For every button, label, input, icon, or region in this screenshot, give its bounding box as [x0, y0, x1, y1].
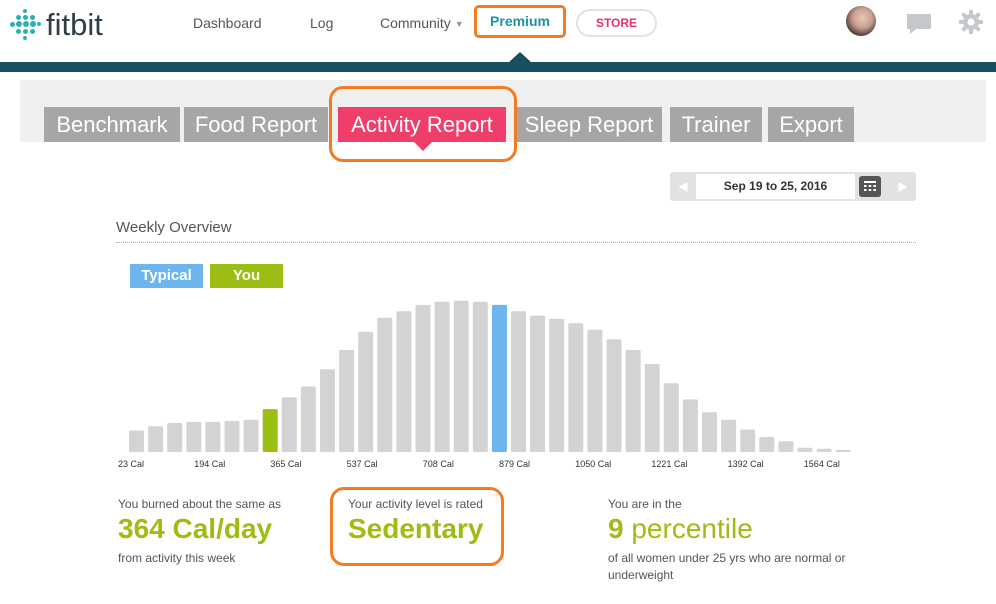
percentile-value: 9 percentile — [608, 513, 753, 545]
percentile-suffix-line1: of all women under 25 yrs who are normal… — [608, 551, 846, 565]
chart-bar[interactable] — [186, 421, 202, 452]
chart-bar[interactable] — [129, 430, 144, 453]
date-range-label[interactable]: Sep 19 to 25, 2016 — [696, 174, 855, 199]
nav-color-bar — [0, 62, 996, 72]
activity-level-value: Sedentary — [348, 513, 484, 544]
chart-bar[interactable] — [377, 317, 393, 452]
tab-sleep-report[interactable]: Sleep Report — [516, 107, 662, 142]
chart-bar[interactable] — [339, 350, 355, 452]
x-tick-label: 1221 Cal — [651, 459, 687, 469]
avatar[interactable] — [846, 6, 876, 36]
chart-bar[interactable] — [243, 419, 259, 452]
caret-down-icon: ▼ — [454, 19, 464, 30]
store-button[interactable]: STORE — [576, 9, 657, 37]
chart-bar[interactable] — [663, 383, 679, 452]
chart-bar[interactable] — [453, 300, 469, 452]
chart-bar[interactable] — [606, 339, 622, 452]
chat-icon[interactable] — [906, 12, 932, 36]
x-tick-label: 879 Cal — [499, 459, 530, 469]
chevron-left-icon[interactable]: ◀ — [678, 179, 688, 193]
date-picker: ◀ Sep 19 to 25, 2016 ▶ — [670, 172, 916, 201]
x-tick-label: 1564 Cal — [804, 459, 840, 469]
x-tick-label: 365 Cal — [270, 459, 301, 469]
chart-bar[interactable] — [434, 301, 450, 452]
percentile-number: 9 — [608, 513, 624, 544]
nav-community-label: Community — [380, 15, 451, 31]
burned-value: 364 Cal/day — [118, 513, 273, 544]
chart-bar[interactable] — [167, 423, 183, 452]
top-header: fitbit Dashboard Log Community ▼ Premium … — [0, 0, 996, 62]
tab-activity-report[interactable]: Activity Report — [338, 107, 506, 142]
chart-bar[interactable] — [740, 429, 756, 453]
level-prefix: Your activity level is rated — [348, 497, 483, 511]
chart-bar[interactable] — [835, 449, 851, 452]
burned-suffix: from activity this week — [118, 551, 236, 565]
x-tick-label: 537 Cal — [347, 459, 378, 469]
calendar-icon[interactable] — [859, 176, 881, 197]
activity-distribution-chart: 23 Cal 194 Cal 365 Cal 537 Cal 708 Cal 879 Ca… — [118, 300, 851, 469]
legend-you: You — [210, 264, 283, 288]
x-tick-label: 23 Cal — [118, 459, 144, 469]
chart-bar[interactable] — [224, 420, 240, 452]
chart-bar[interactable] — [797, 447, 813, 452]
tab-benchmark[interactable]: Benchmark — [44, 107, 180, 142]
legend-typical: Typical — [130, 264, 203, 288]
chart-bar[interactable] — [530, 315, 546, 452]
active-tab-notch — [414, 142, 432, 151]
chart-bar[interactable] — [472, 301, 488, 452]
nav-log[interactable]: Log — [310, 15, 334, 31]
chart-bar-typical[interactable] — [491, 304, 507, 452]
chart-bar[interactable] — [396, 311, 412, 452]
fitbit-dots-icon — [10, 9, 41, 40]
tab-trainer[interactable]: Trainer — [670, 107, 762, 142]
chart-bar[interactable] — [587, 329, 603, 452]
chart-bar[interactable] — [549, 318, 565, 452]
x-tick-label: 708 Cal — [423, 459, 454, 469]
chart-bar[interactable] — [281, 397, 297, 452]
chart-bar[interactable] — [816, 448, 832, 452]
chart-bar[interactable] — [415, 304, 431, 452]
chart-bar[interactable] — [625, 350, 641, 452]
divider — [116, 242, 916, 243]
logo-text: fitbit — [46, 6, 103, 42]
chart-bar[interactable] — [721, 419, 737, 452]
chart-bar[interactable] — [300, 386, 316, 453]
chart-bar[interactable] — [682, 399, 698, 452]
chart-bar[interactable] — [148, 426, 164, 452]
chart-bar[interactable] — [358, 331, 374, 452]
chart-bar-you[interactable] — [262, 409, 278, 452]
chevron-right-icon[interactable]: ▶ — [898, 179, 908, 193]
chart-bar[interactable] — [320, 369, 335, 452]
gear-icon[interactable] — [959, 10, 983, 34]
nav-community[interactable]: Community ▼ — [380, 14, 464, 34]
chart-bar[interactable] — [644, 364, 660, 452]
chart-bar[interactable] — [778, 441, 794, 452]
percentile-word: percentile — [631, 513, 753, 544]
fitbit-logo[interactable]: fitbit — [10, 4, 103, 44]
nav-dashboard[interactable]: Dashboard — [193, 15, 262, 31]
chart-bar[interactable] — [568, 323, 584, 452]
nav-indicator-notch — [509, 52, 531, 62]
chart-bar[interactable] — [205, 421, 221, 452]
tab-food-report[interactable]: Food Report — [184, 107, 328, 142]
x-tick-label: 1050 Cal — [575, 459, 611, 469]
burned-prefix: You burned about the same as — [118, 497, 282, 511]
chart-bar[interactable] — [759, 437, 775, 452]
x-tick-label: 1392 Cal — [728, 459, 764, 469]
tab-export[interactable]: Export — [768, 107, 854, 142]
weekly-overview-title: Weekly Overview — [116, 219, 232, 236]
x-tick-label: 194 Cal — [194, 459, 225, 469]
chart-bar[interactable] — [511, 311, 526, 452]
percentile-suffix-line2: underweight — [608, 568, 674, 582]
premium-link[interactable]: Premium — [474, 5, 566, 38]
percentile-prefix: You are in the — [608, 497, 682, 511]
sedentary-highlight — [330, 487, 504, 566]
chart-bar[interactable] — [702, 412, 717, 452]
